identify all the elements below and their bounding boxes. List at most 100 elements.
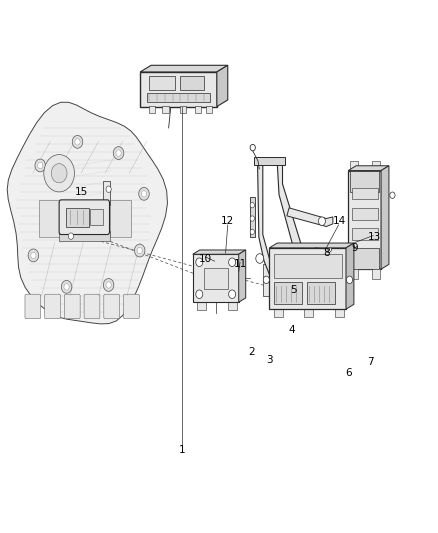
Circle shape xyxy=(390,192,395,198)
Bar xyxy=(39,200,61,237)
Bar xyxy=(352,208,378,220)
Polygon shape xyxy=(256,163,274,280)
Polygon shape xyxy=(217,66,228,107)
Bar xyxy=(372,268,380,279)
Circle shape xyxy=(28,249,39,262)
Bar xyxy=(90,209,103,225)
Text: 14: 14 xyxy=(333,216,346,226)
Polygon shape xyxy=(193,250,246,254)
Polygon shape xyxy=(276,163,307,274)
Polygon shape xyxy=(381,166,389,269)
Bar xyxy=(372,161,380,171)
Polygon shape xyxy=(254,157,285,165)
Bar xyxy=(274,308,283,317)
Circle shape xyxy=(116,150,121,156)
Circle shape xyxy=(134,244,145,257)
Circle shape xyxy=(44,155,74,192)
Circle shape xyxy=(229,258,236,266)
Circle shape xyxy=(346,276,353,284)
FancyBboxPatch shape xyxy=(45,294,60,319)
Circle shape xyxy=(196,258,203,266)
Text: 12: 12 xyxy=(221,216,234,226)
Bar xyxy=(110,200,131,237)
Circle shape xyxy=(276,262,284,271)
Circle shape xyxy=(263,276,269,284)
Bar xyxy=(263,264,270,296)
Bar xyxy=(147,93,210,102)
Bar xyxy=(149,76,175,90)
Circle shape xyxy=(31,252,36,259)
Bar xyxy=(350,171,379,192)
Bar xyxy=(193,254,239,302)
Circle shape xyxy=(141,191,147,197)
Circle shape xyxy=(35,159,46,172)
Bar xyxy=(348,171,381,269)
Bar xyxy=(206,106,212,113)
Bar xyxy=(204,268,228,289)
Circle shape xyxy=(113,147,124,159)
Text: 8: 8 xyxy=(323,248,330,258)
Circle shape xyxy=(75,139,80,145)
Circle shape xyxy=(250,229,254,235)
Polygon shape xyxy=(7,102,167,324)
Bar xyxy=(335,308,344,317)
Bar xyxy=(74,200,96,237)
Text: 4: 4 xyxy=(288,326,295,335)
FancyBboxPatch shape xyxy=(25,294,41,319)
Bar xyxy=(195,106,201,113)
Circle shape xyxy=(256,254,264,263)
Circle shape xyxy=(72,135,83,148)
Bar xyxy=(228,301,237,310)
Circle shape xyxy=(250,144,255,151)
Circle shape xyxy=(318,217,325,225)
Bar xyxy=(180,106,186,113)
Bar xyxy=(307,282,335,304)
Bar xyxy=(350,248,379,269)
Text: 6: 6 xyxy=(345,368,352,378)
Bar xyxy=(274,254,342,278)
Bar xyxy=(197,301,206,310)
FancyBboxPatch shape xyxy=(140,72,217,107)
Circle shape xyxy=(139,188,149,200)
Circle shape xyxy=(106,186,111,192)
FancyBboxPatch shape xyxy=(59,200,110,235)
Bar xyxy=(304,308,313,317)
Bar xyxy=(103,181,110,205)
Bar xyxy=(66,208,88,227)
Bar xyxy=(269,248,346,309)
Polygon shape xyxy=(250,197,255,237)
Circle shape xyxy=(68,233,74,239)
Text: 5: 5 xyxy=(290,286,297,295)
Circle shape xyxy=(250,216,254,221)
Text: 9: 9 xyxy=(351,243,358,253)
Circle shape xyxy=(325,245,332,253)
FancyBboxPatch shape xyxy=(124,294,139,319)
Text: 7: 7 xyxy=(367,358,374,367)
Bar xyxy=(59,231,110,241)
Circle shape xyxy=(229,290,236,298)
Circle shape xyxy=(103,279,114,292)
Polygon shape xyxy=(140,66,228,72)
Circle shape xyxy=(137,247,142,254)
Text: 11: 11 xyxy=(234,259,247,269)
Circle shape xyxy=(327,247,330,251)
Bar xyxy=(274,282,302,304)
Circle shape xyxy=(61,280,72,293)
Bar xyxy=(350,268,358,279)
Polygon shape xyxy=(239,250,246,302)
Bar xyxy=(180,76,204,90)
Circle shape xyxy=(250,203,254,208)
Text: 3: 3 xyxy=(266,355,273,365)
Circle shape xyxy=(38,162,43,168)
Text: 1: 1 xyxy=(178,446,185,455)
Circle shape xyxy=(196,290,203,298)
Bar xyxy=(352,228,378,240)
Text: 15: 15 xyxy=(74,187,88,197)
FancyBboxPatch shape xyxy=(64,294,80,319)
Bar xyxy=(162,106,169,113)
Bar xyxy=(149,106,155,113)
Bar xyxy=(352,188,378,199)
Text: 2: 2 xyxy=(248,347,255,357)
Polygon shape xyxy=(346,243,354,309)
Polygon shape xyxy=(287,208,333,227)
